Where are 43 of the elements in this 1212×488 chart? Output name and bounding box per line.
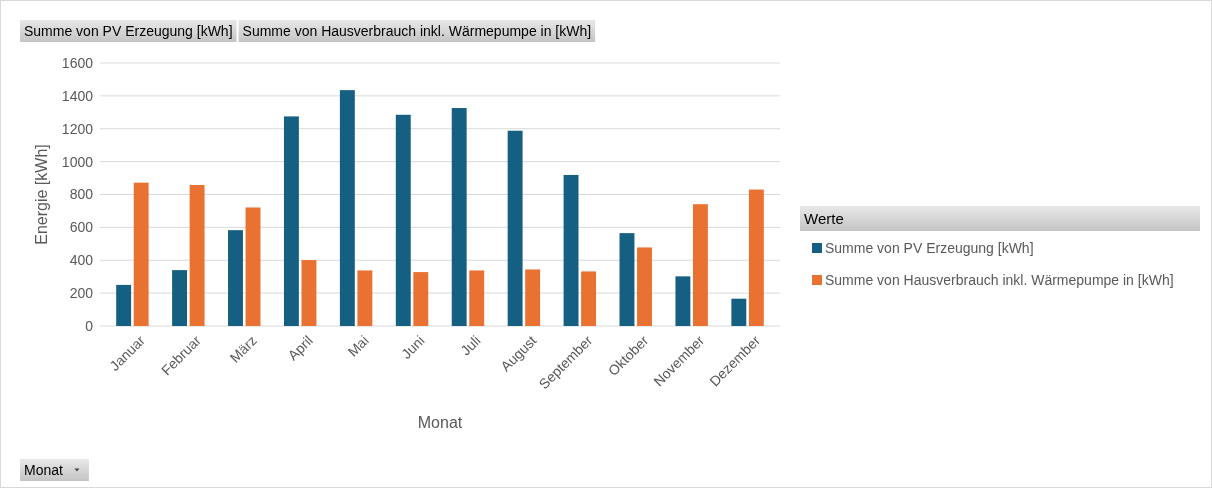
bar xyxy=(395,114,411,326)
legend-title: Werte xyxy=(804,210,844,228)
text: Summe von PV Erzeugung [kWh] xyxy=(24,22,233,39)
bar xyxy=(507,130,523,326)
legend-label: Summe von Hausverbrauch inkl. Wärmepumpe in [kWh] xyxy=(825,271,1174,288)
bar xyxy=(283,116,299,326)
y-tick-label: 600 xyxy=(69,219,94,236)
bar xyxy=(451,108,467,326)
y-axis-title: Energie [kWh] xyxy=(33,144,50,245)
text: Summe von Hausverbrauch inkl. Wärmepumpe in [kWh] xyxy=(242,22,592,39)
x-tick-label: Juli xyxy=(457,332,484,359)
bar xyxy=(563,174,579,326)
y-tick-label: 1400 xyxy=(61,87,94,104)
bar xyxy=(172,270,188,326)
bar xyxy=(731,298,747,326)
bar xyxy=(245,207,261,326)
text: Monat xyxy=(24,461,64,478)
bar xyxy=(357,270,373,326)
bar xyxy=(339,90,355,326)
bar xyxy=(675,276,691,326)
bar xyxy=(525,269,541,326)
bar xyxy=(748,189,764,326)
y-tick-label: 1000 xyxy=(61,153,94,170)
legend-label: Summe von PV Erzeugung [kWh] xyxy=(825,239,1034,256)
y-tick-label: 1600 xyxy=(61,54,94,71)
bar xyxy=(413,272,429,326)
bar xyxy=(692,204,708,326)
y-tick-label: 0 xyxy=(85,317,94,334)
bar xyxy=(116,284,132,326)
bar xyxy=(469,270,485,326)
bar xyxy=(581,271,597,326)
y-tick-label: 200 xyxy=(69,285,94,302)
bar xyxy=(619,233,635,326)
y-tick-label: 400 xyxy=(69,252,94,269)
bar xyxy=(133,182,149,326)
y-tick-label: 800 xyxy=(69,186,94,203)
bar xyxy=(228,230,243,326)
bar xyxy=(637,247,652,326)
x-tick-label: Mai xyxy=(344,332,372,360)
x-axis-title: Monat xyxy=(417,414,463,431)
bar xyxy=(301,260,317,326)
y-tick-label: 1200 xyxy=(61,120,94,137)
bar xyxy=(189,184,205,326)
